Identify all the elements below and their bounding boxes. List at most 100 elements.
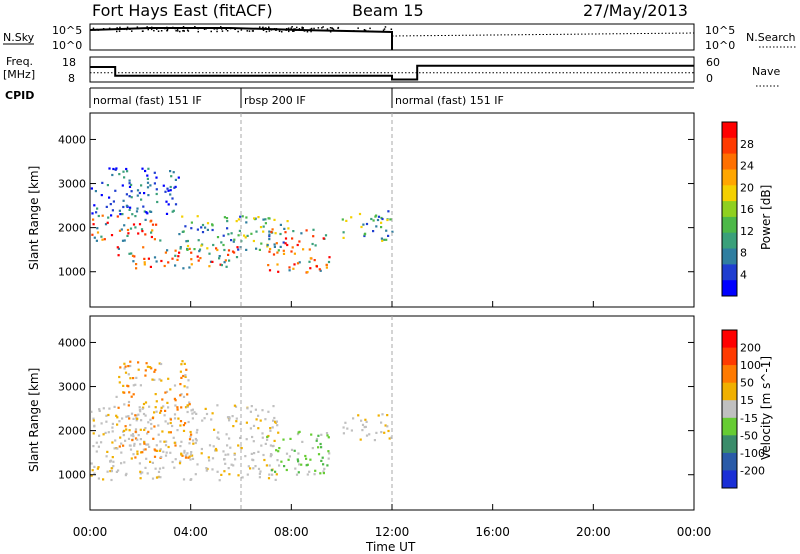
echo-cell — [91, 233, 94, 236]
echo-cell — [169, 189, 172, 192]
echo-cell — [152, 437, 155, 440]
echo-cell — [125, 167, 128, 171]
nsky-sample — [136, 26, 139, 28]
echo-cell — [131, 213, 134, 216]
nsky-sample — [262, 26, 264, 29]
echo-cell — [261, 409, 264, 412]
echo-cell — [258, 248, 261, 251]
echo-cell — [321, 456, 324, 459]
nsky-sample — [268, 27, 270, 30]
echo-cell — [315, 439, 318, 442]
nsky-sample — [329, 27, 332, 29]
nsky-sample — [252, 30, 254, 32]
echo-cell — [259, 226, 263, 229]
colorbar-tick-label: -200 — [740, 464, 765, 477]
echo-cell — [102, 478, 105, 481]
echo-cell — [179, 424, 182, 427]
echo-cell — [143, 263, 146, 266]
echo-cell — [311, 447, 314, 450]
echo-cell — [188, 266, 191, 269]
echo-cell — [122, 444, 125, 447]
echo-cell — [255, 247, 258, 250]
nsky-sample — [317, 27, 320, 29]
echo-cell — [191, 457, 195, 460]
echo-cell — [153, 238, 156, 241]
echo-cell — [147, 421, 150, 424]
echo-cell — [153, 182, 156, 185]
echo-cell — [297, 452, 300, 455]
y-tick-label: 4000 — [58, 336, 86, 349]
echo-cell — [381, 217, 384, 221]
echo-cell — [188, 403, 191, 406]
echo-cell — [290, 448, 294, 451]
echo-cell — [315, 265, 318, 268]
echo-cell — [223, 470, 226, 473]
colorbar-tick-label: 50 — [740, 377, 754, 390]
echo-cell — [139, 384, 142, 387]
echo-cell — [254, 408, 257, 411]
echo-cell — [311, 242, 314, 246]
echo-cell — [218, 479, 221, 482]
echo-cell — [388, 437, 391, 440]
echo-cell — [135, 263, 138, 266]
echo-cell — [142, 402, 146, 406]
echo-cell — [94, 190, 97, 193]
echo-cell — [129, 360, 132, 363]
echo-cell — [272, 253, 276, 256]
nsky-tick-bottom-left: 10^0 — [52, 39, 82, 52]
x-tick-label: 04:00 — [173, 525, 208, 539]
echo-cell — [149, 265, 152, 268]
echo-cell — [166, 401, 169, 404]
echo-cell — [368, 433, 371, 436]
echo-cell — [180, 393, 183, 396]
echo-cell — [298, 430, 301, 433]
nsky-sample — [246, 30, 248, 32]
echo-cell — [181, 360, 184, 363]
echo-cell — [246, 473, 249, 476]
echo-cell — [139, 410, 142, 413]
echo-cell — [361, 423, 365, 426]
echo-cell — [266, 435, 269, 438]
nsky-sample — [294, 28, 296, 30]
colorbar-swatch — [722, 153, 737, 170]
echo-cell — [212, 243, 215, 247]
echo-cell — [98, 434, 101, 437]
nsky-sample — [302, 27, 304, 30]
echo-cell — [380, 421, 383, 424]
echo-cell — [328, 452, 331, 455]
echo-cell — [278, 447, 281, 450]
echo-cell — [173, 466, 176, 469]
echo-cell — [169, 431, 172, 434]
echo-cell — [188, 455, 191, 458]
echo-cell — [164, 190, 167, 193]
echo-cell — [179, 383, 182, 386]
echo-cell — [228, 416, 231, 419]
echo-cell — [204, 407, 207, 410]
echo-cell — [171, 210, 174, 213]
nsky-sample — [292, 30, 294, 32]
echo-cell — [174, 185, 177, 188]
echo-cell — [92, 419, 95, 422]
echo-cell — [127, 400, 131, 404]
nsky-sample — [363, 29, 366, 31]
nsky-sample — [322, 26, 324, 28]
echo-cell — [153, 171, 156, 174]
echo-cell — [105, 420, 108, 423]
echo-cell — [191, 417, 194, 420]
colorbar-swatch — [722, 365, 737, 384]
nsky-sample — [92, 27, 95, 30]
echo-cell — [180, 453, 183, 456]
echo-cell — [122, 199, 125, 202]
nsky-sample — [216, 28, 219, 30]
echo-cell — [197, 259, 200, 262]
echo-cell — [237, 234, 240, 237]
echo-cell — [201, 419, 204, 422]
echo-cell — [370, 217, 373, 221]
echo-cell — [184, 456, 188, 459]
nsky-sample — [182, 29, 185, 32]
nsky-sample — [118, 30, 121, 32]
echo-cell — [293, 449, 296, 452]
echo-cell — [297, 460, 300, 463]
echo-cell — [93, 472, 96, 475]
echo-cell — [205, 412, 209, 416]
